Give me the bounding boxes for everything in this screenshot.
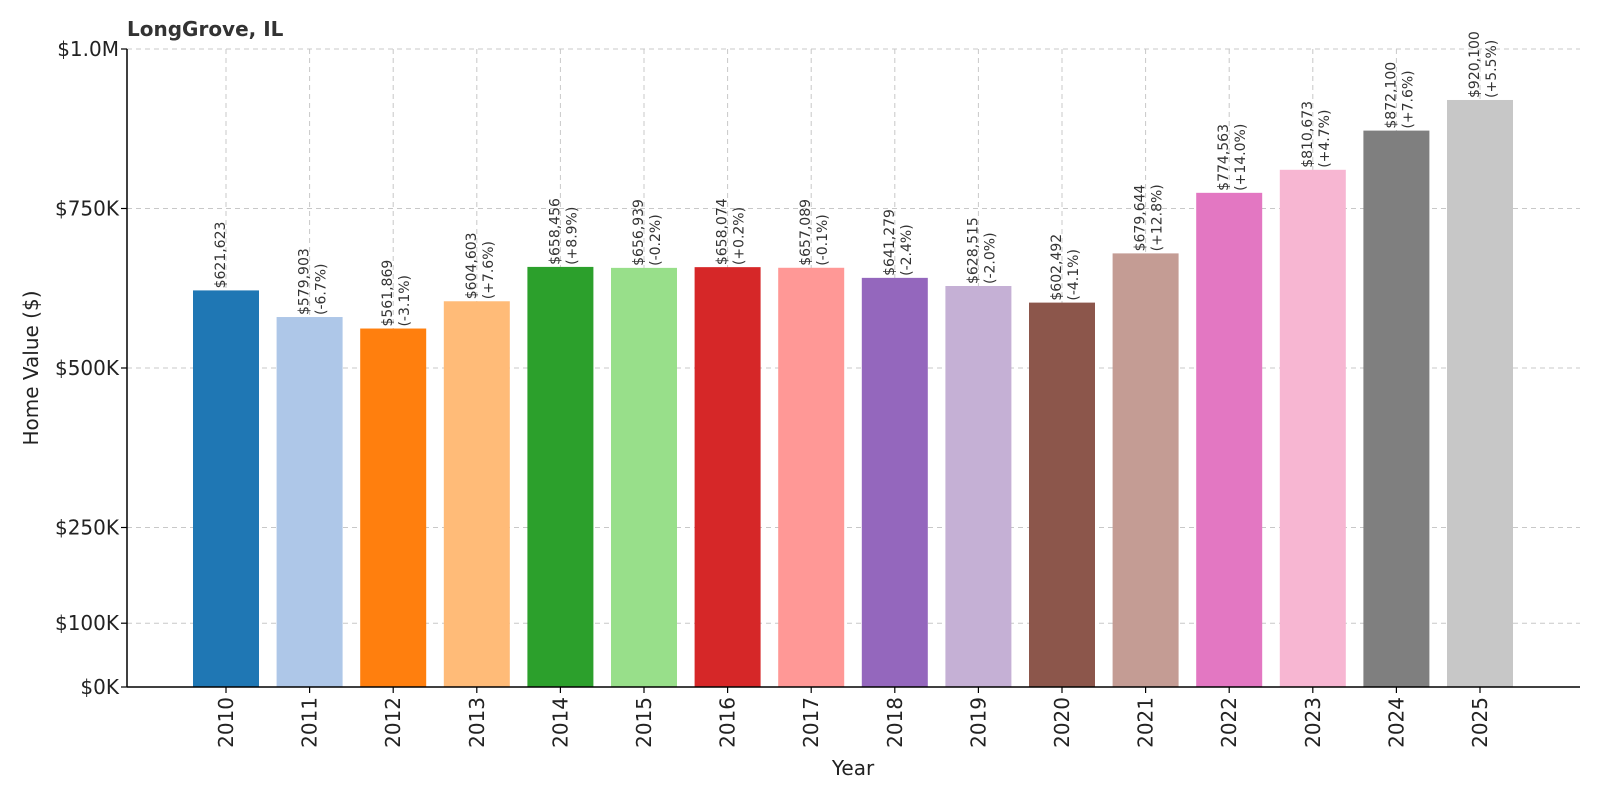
x-tick-label: 2020 <box>1050 697 1074 748</box>
bar-label-2014: $658,456 (+8.9%) <box>547 198 580 265</box>
bar-2021 <box>1112 253 1179 687</box>
change-label: (-6.7%) <box>314 263 330 315</box>
bar-label-2025: $920,100 (+5.5%) <box>1467 31 1500 98</box>
x-axis-label: Year <box>831 756 875 780</box>
x-tick-label: 2017 <box>799 697 823 748</box>
value-label: $658,456 <box>547 198 563 265</box>
bar-label-2013: $604,603 (+7.6%) <box>464 232 497 299</box>
bar-2011 <box>276 317 343 687</box>
bar-label-2020: $602,492 (-4.1%) <box>1049 234 1082 301</box>
change-label: (+14.0%) <box>1233 124 1249 191</box>
value-label: $579,903 <box>297 248 313 315</box>
value-label: $920,100 <box>1467 31 1483 98</box>
x-tick-label: 2018 <box>883 697 907 748</box>
y-tick-label: $0K <box>80 675 119 699</box>
value-label: $628,515 <box>965 217 981 284</box>
change-label: (-2.0%) <box>982 232 998 284</box>
bar-2020 <box>1029 302 1095 687</box>
x-tick-label: 2013 <box>465 697 489 748</box>
x-tick-label: 2015 <box>632 697 656 748</box>
y-axis-label: Home Value ($) <box>19 290 43 445</box>
change-label: (+8.9%) <box>564 207 580 265</box>
bar-label-2017: $657,089 (-0.1%) <box>798 199 831 266</box>
bar-label-2011: $579,903 (-6.7%) <box>297 248 330 315</box>
bar-2012 <box>360 328 427 687</box>
bar-label-2018: $641,279 (-2.4%) <box>882 209 915 276</box>
x-tick-label: 2023 <box>1301 697 1325 748</box>
bar-label-2024: $872,100 (+7.6%) <box>1383 62 1416 129</box>
bar-label-2022: $774,563 (+14.0%) <box>1216 124 1249 191</box>
value-label: $679,644 <box>1133 184 1149 251</box>
chart-title: LongGrove, IL <box>127 17 284 41</box>
bar-label-2016: $658,074 (+0.2%) <box>715 198 748 265</box>
x-tick-label: 2024 <box>1384 697 1408 748</box>
bar-2013 <box>443 301 510 687</box>
x-tick-label: 2025 <box>1468 697 1492 748</box>
x-tick-label: 2011 <box>298 697 322 748</box>
value-label: $604,603 <box>464 232 480 299</box>
y-tick-label: $250K <box>55 516 120 540</box>
value-label: $872,100 <box>1383 62 1399 129</box>
bars <box>193 99 1513 688</box>
bar-2015 <box>611 267 677 687</box>
bar-label-2023: $810,673 (+4.7%) <box>1300 101 1333 168</box>
bar-2016 <box>694 267 761 687</box>
bar-2014 <box>527 266 594 687</box>
value-label: $658,074 <box>715 198 731 265</box>
x-tick-label: 2012 <box>381 697 405 748</box>
y-tick-label: $1.0M <box>57 37 119 61</box>
x-tick-label: 2022 <box>1217 697 1241 748</box>
bar-label-2015: $656,939 (-0.2%) <box>631 199 664 266</box>
x-tick-label: 2010 <box>214 697 238 748</box>
change-label: (+4.7%) <box>1317 110 1333 168</box>
y-axis-ticks: $0K $100K $250K $500K $750K $1.0M <box>55 37 127 699</box>
data-labels: $621,623 $579,903 (-6.7%) $561,869 (-3.1%) $6… <box>213 31 1500 326</box>
bar-2025 <box>1447 99 1513 687</box>
bar-label-2019: $628,515 (-2.0%) <box>965 217 998 284</box>
change-label: (+5.5%) <box>1484 40 1500 98</box>
value-label: $621,623 <box>213 222 229 289</box>
bar-2010 <box>193 290 259 687</box>
value-label: $657,089 <box>798 199 814 266</box>
value-label: $810,673 <box>1300 101 1316 168</box>
change-label: (-0.1%) <box>815 214 831 266</box>
change-label: (+0.2%) <box>732 207 748 265</box>
change-label: (-0.2%) <box>648 214 664 266</box>
grid-lines <box>127 48 1580 687</box>
change-label: (+7.6%) <box>481 241 497 299</box>
x-axis-ticks: 2010 2011 2012 2013 2014 2015 2016 2017 2018 2019… <box>214 687 1492 748</box>
change-label: (-4.1%) <box>1066 249 1082 301</box>
x-tick-label: 2014 <box>548 697 572 748</box>
value-label: $641,279 <box>882 209 898 276</box>
bar-label-2010: $621,623 <box>213 222 229 289</box>
value-label: $602,492 <box>1049 234 1065 301</box>
change-label: (-2.4%) <box>899 224 915 276</box>
bar-label-2012: $561,869 (-3.1%) <box>380 260 413 327</box>
bar-label-2021: $679,644 (+12.8%) <box>1133 184 1166 251</box>
x-tick-label: 2019 <box>966 697 990 748</box>
y-tick-label: $100K <box>55 611 120 635</box>
value-label: $774,563 <box>1216 124 1232 191</box>
bar-2023 <box>1279 169 1346 687</box>
y-tick-label: $500K <box>55 356 120 380</box>
value-label: $561,869 <box>380 260 396 327</box>
bar-2024 <box>1363 130 1430 687</box>
value-label: $656,939 <box>631 199 647 266</box>
bar-2017 <box>778 267 845 687</box>
change-label: (-3.1%) <box>397 275 413 327</box>
change-label: (+7.6%) <box>1400 70 1416 128</box>
bar-2022 <box>1196 192 1263 688</box>
change-label: (+12.8%) <box>1150 184 1166 251</box>
x-tick-label: 2016 <box>716 697 740 748</box>
x-tick-label: 2021 <box>1134 697 1158 748</box>
bar-2019 <box>945 286 1012 687</box>
bar-2018 <box>861 277 928 687</box>
y-tick-label: $750K <box>55 197 120 221</box>
